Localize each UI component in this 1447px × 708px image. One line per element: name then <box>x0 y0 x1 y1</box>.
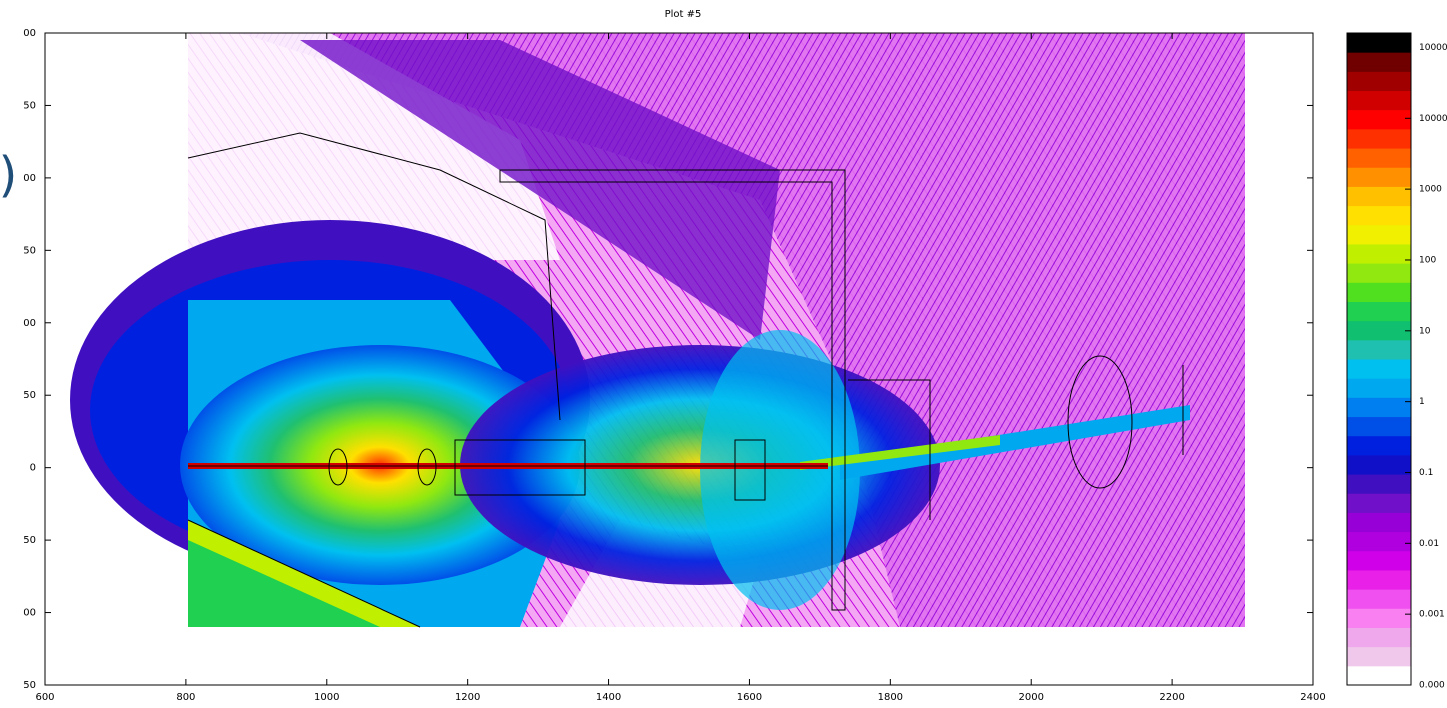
heatmap-image <box>70 33 1245 627</box>
x-tick-label: 800 <box>176 692 195 703</box>
colorbar-band <box>1347 167 1411 187</box>
page: Plot #5 ) 600800100012001400160018002000… <box>0 0 1447 704</box>
y-tick-label: 00 <box>23 173 36 184</box>
colorbar-band <box>1347 397 1411 417</box>
y-tick-label: 50 <box>23 245 36 256</box>
colorbar-band <box>1347 474 1411 494</box>
colorbar-band <box>1347 186 1411 206</box>
colorbar-band <box>1347 359 1411 379</box>
y-tick-label: 50 <box>23 390 36 401</box>
colorbar-band <box>1347 627 1411 647</box>
x-tick-label: 1600 <box>737 692 762 703</box>
colorbar-band <box>1347 512 1411 532</box>
colorbar-band <box>1347 225 1411 245</box>
colorbar-band <box>1347 321 1411 341</box>
colorbar-band <box>1347 206 1411 226</box>
colorbar-band <box>1347 436 1411 456</box>
x-tick-label: 1400 <box>596 692 621 703</box>
y-tick-label: 50 <box>23 535 36 546</box>
colorbar-band <box>1347 455 1411 475</box>
colorbar-tick-label: 0.01 <box>1419 539 1439 549</box>
chart: Plot #5 ) 600800100012001400160018002000… <box>0 0 1447 704</box>
colorbar-band <box>1347 244 1411 264</box>
colorbar-band <box>1347 52 1411 72</box>
colorbar-tick-label: 10000 <box>1419 114 1447 124</box>
colorbar-band <box>1347 608 1411 628</box>
colorbar-tick-label: 10000 <box>1419 43 1447 53</box>
x-tick-label: 600 <box>35 692 54 703</box>
colorbar-band <box>1347 71 1411 91</box>
y-tick-label: 00 <box>23 608 36 619</box>
colorbar-band <box>1347 493 1411 513</box>
colorbar-band <box>1347 129 1411 149</box>
colorbar-band <box>1347 551 1411 571</box>
colorbar-tick-label: 1000 <box>1419 185 1442 195</box>
x-tick-label: 1000 <box>314 692 339 703</box>
colorbar-band <box>1347 532 1411 552</box>
colorbar-band <box>1347 589 1411 609</box>
colorbar-tick-label: 0.001 <box>1419 610 1445 620</box>
annotation: ) <box>0 147 17 203</box>
colorbar-band <box>1347 666 1411 686</box>
y-tick-label: 00 <box>23 28 36 39</box>
colorbar-band <box>1347 110 1411 130</box>
colorbar-band <box>1347 282 1411 302</box>
x-tick-label: 1800 <box>878 692 903 703</box>
colorbar-tick-label: 100 <box>1419 255 1436 265</box>
x-tick-label: 2400 <box>1300 692 1325 703</box>
colorbar-band <box>1347 91 1411 111</box>
colorbar-band <box>1347 417 1411 437</box>
chart-title: Plot #5 <box>665 9 702 20</box>
colorbar-band <box>1347 378 1411 398</box>
colorbar-tick-label: 1 <box>1419 397 1425 407</box>
y-tick-label: 00 <box>23 318 36 329</box>
x-tick-label: 2200 <box>1159 692 1184 703</box>
x-tick-label: 2000 <box>1018 692 1043 703</box>
colorbar-band <box>1347 33 1411 53</box>
y-tick-label: 0 <box>30 463 36 474</box>
colorbar-tick-label: 0.000 <box>1419 681 1445 691</box>
colorbar-tick-label: 10 <box>1419 326 1431 336</box>
colorbar-band <box>1347 340 1411 360</box>
colorbar-band <box>1347 570 1411 590</box>
colorbar-band <box>1347 263 1411 283</box>
colorbar-band <box>1347 647 1411 667</box>
colorbar-band <box>1347 148 1411 168</box>
y-tick-label: 50 <box>23 100 36 111</box>
y-tick-label: 50 <box>23 680 36 691</box>
x-tick-label: 1200 <box>455 692 480 703</box>
colorbar-tick-label: 0.1 <box>1419 468 1433 478</box>
colorbar-band <box>1347 301 1411 321</box>
